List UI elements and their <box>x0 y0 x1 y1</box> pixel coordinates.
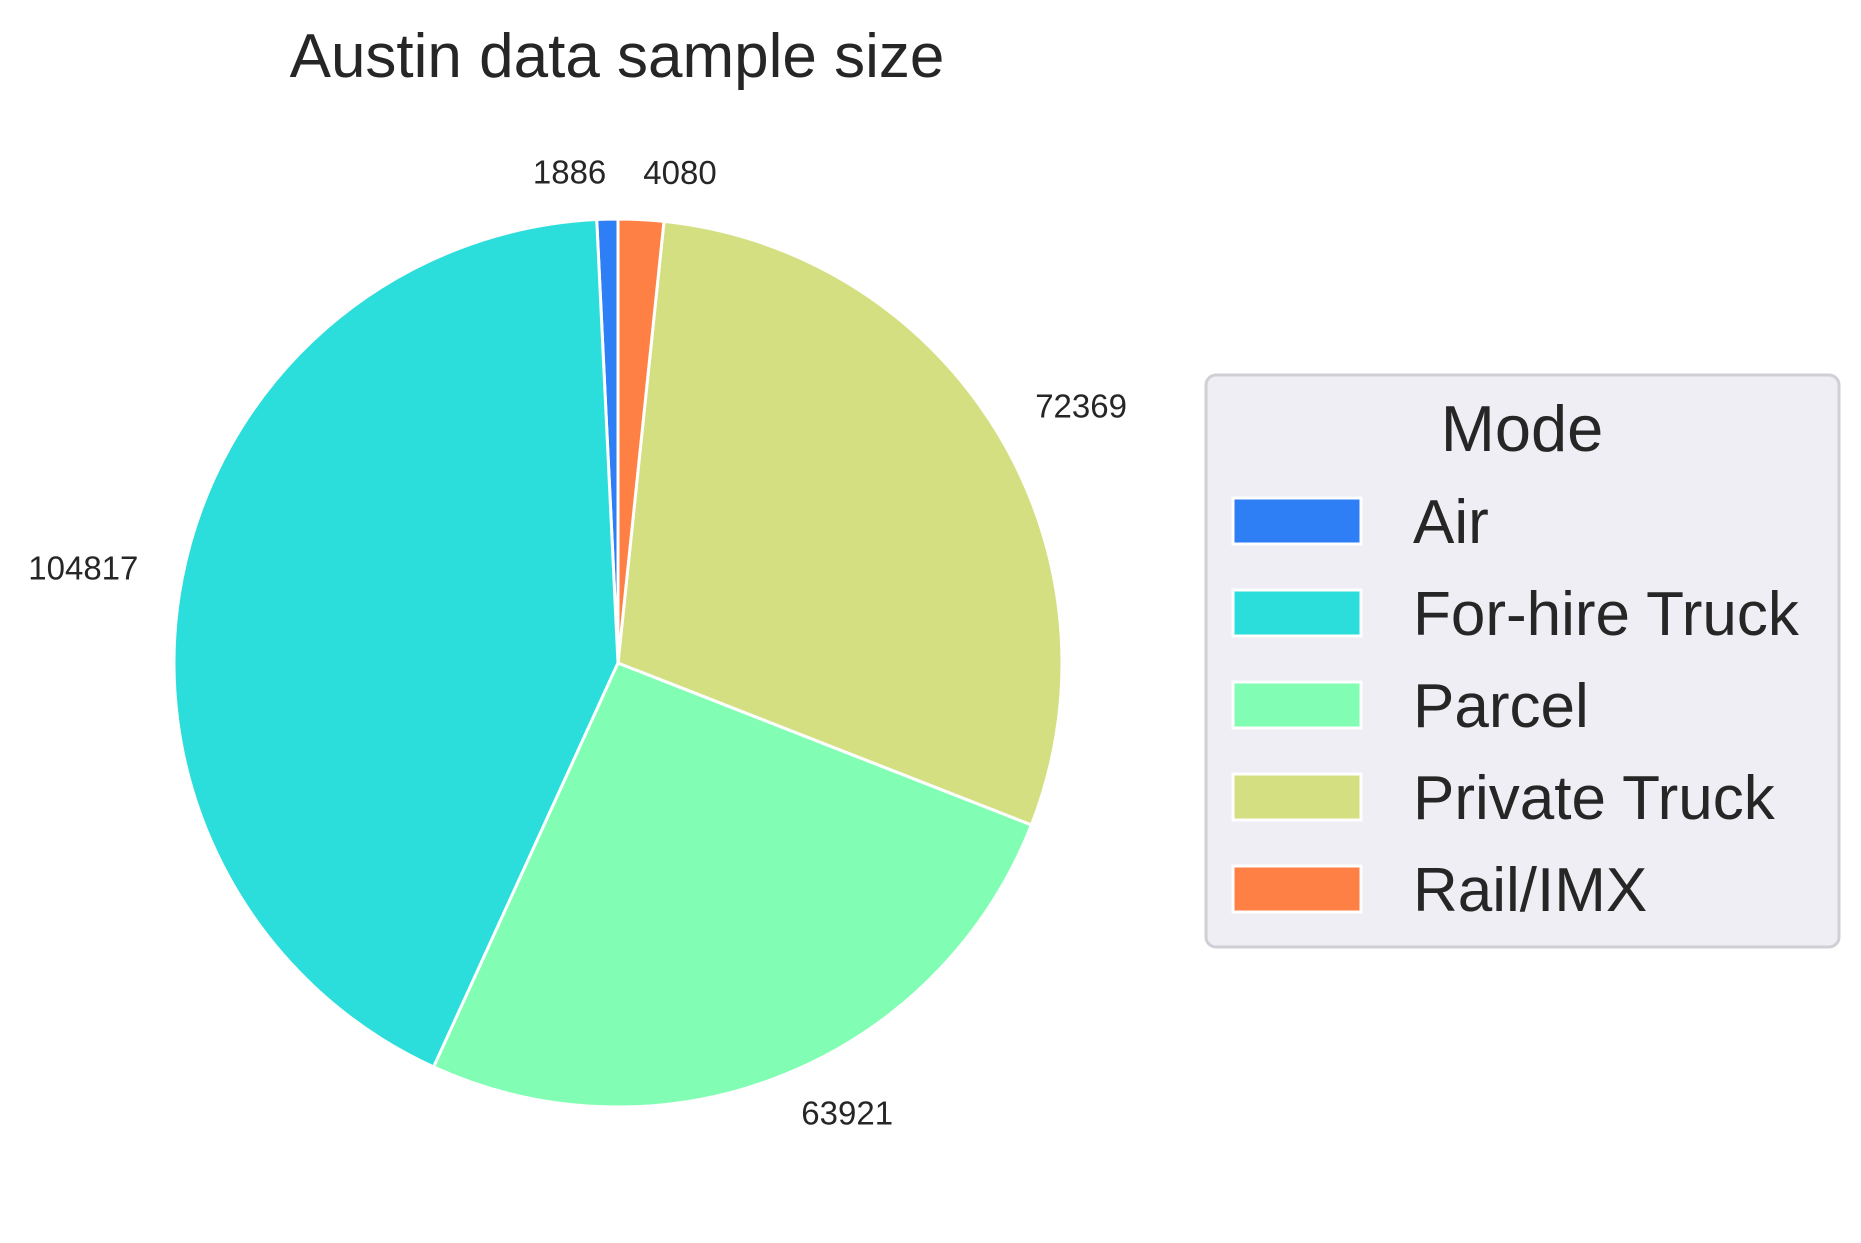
legend-label: Rail/IMX <box>1413 856 1647 925</box>
legend-label: Air <box>1413 488 1489 557</box>
legend-swatch <box>1231 680 1363 730</box>
pie-value-label: 104817 <box>28 549 138 586</box>
legend-swatch <box>1231 588 1363 638</box>
pie-slice-for-hire-truck <box>172 218 620 1069</box>
legend-items: Air For-hire Truck Parcel Private Truck Rail… <box>1231 488 1800 925</box>
pie-value-label: 4080 <box>643 154 716 191</box>
pie-slice-parcel <box>432 661 1033 1109</box>
legend-swatch <box>1231 496 1363 546</box>
legend: Mode Air For-hire Truck Parcel Private Truc… <box>1204 373 1841 949</box>
chart-title: Austin data sample size <box>290 22 945 91</box>
legend-title: Mode <box>1441 392 1604 465</box>
pie-slice-rail-imx <box>616 217 666 665</box>
legend-label: For-hire Truck <box>1413 580 1800 649</box>
legend-swatch <box>1231 864 1363 914</box>
pie-value-labels: 1886 104817 63921 72369 4080 <box>28 153 1127 1131</box>
legend-label: Parcel <box>1413 672 1589 741</box>
legend-label: Private Truck <box>1413 764 1776 833</box>
legend-box <box>1204 373 1841 949</box>
pie-slice-private-truck <box>616 219 1064 827</box>
pie-value-label: 1886 <box>533 153 606 190</box>
pie-value-label: 72369 <box>1035 388 1127 425</box>
pie-value-label: 63921 <box>801 1094 893 1131</box>
legend-swatch <box>1231 772 1363 822</box>
pie-wedges <box>172 217 1064 1109</box>
